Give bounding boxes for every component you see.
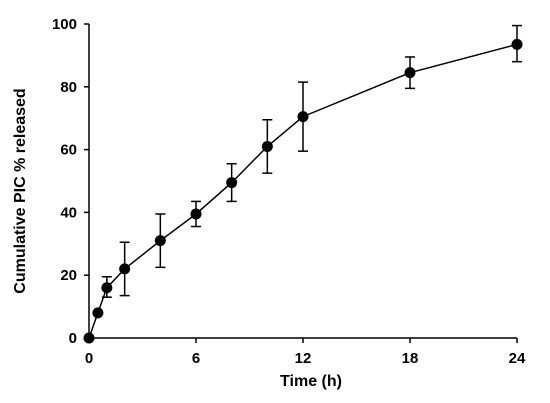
data-point — [297, 111, 309, 123]
data-point — [92, 307, 104, 319]
y-tick-label: 40 — [60, 204, 77, 221]
x-axis-title: Time (h) — [280, 373, 342, 390]
data-point — [190, 208, 202, 220]
y-axis-title: Cumulative PIC % released — [12, 88, 29, 293]
x-tick-label: 12 — [295, 350, 312, 367]
y-tick-label: 80 — [60, 79, 77, 96]
x-tick-label: 0 — [85, 350, 93, 367]
data-point — [154, 235, 166, 247]
y-tick-label: 0 — [69, 330, 77, 347]
data-point — [404, 67, 416, 79]
axes — [88, 24, 517, 339]
data-point — [119, 263, 131, 275]
data-point — [511, 38, 523, 50]
data-point — [101, 282, 113, 294]
y-tick-label: 20 — [60, 267, 77, 284]
y-tick-label: 60 — [60, 142, 77, 159]
data-point — [226, 177, 238, 189]
y-tick-label: 100 — [52, 16, 77, 33]
data-point — [261, 140, 273, 152]
x-tick-label: 6 — [192, 350, 200, 367]
x-tick-label: 18 — [402, 350, 419, 367]
x-tick-label: 24 — [509, 350, 526, 367]
data-point — [83, 332, 95, 344]
ticks: 0 20 40 60 80 100 0 6 12 18 24 — [52, 16, 526, 367]
series — [83, 24, 523, 344]
